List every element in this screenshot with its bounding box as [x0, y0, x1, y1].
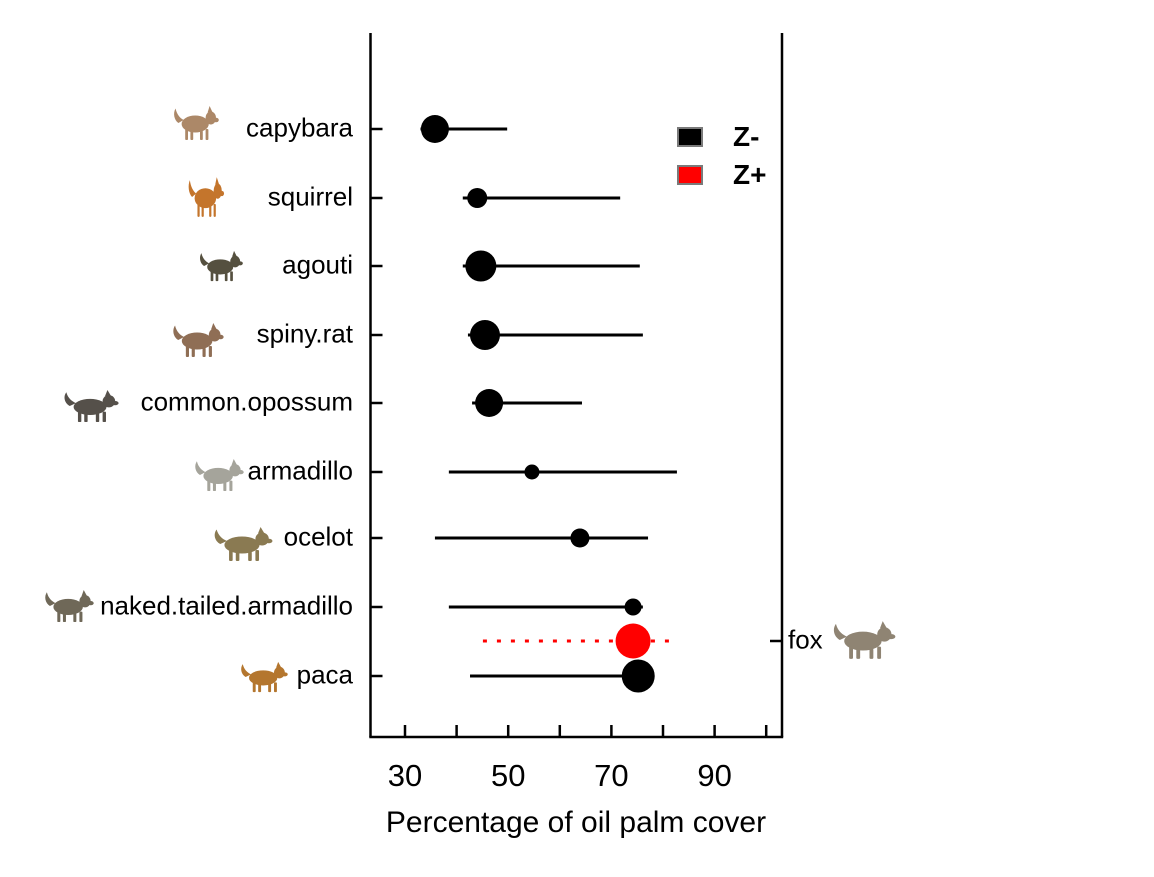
x-tick-label-90: 90 [697, 758, 731, 793]
estimate-dot-capybara [420, 115, 449, 143]
row-label-paca: paca [296, 659, 353, 690]
legend-swatch-z-plus [677, 165, 703, 185]
fox-icon [833, 621, 896, 659]
legend: Z- Z+ [677, 121, 767, 202]
estimate-dot-paca [621, 659, 655, 693]
row-label-armadillo: armadillo [247, 455, 354, 486]
agouti-icon [200, 250, 243, 282]
squirrel-icon [188, 177, 225, 217]
row-label-capybara: capybara [246, 112, 353, 143]
estimate-dot-fox [615, 623, 651, 659]
capybara-icon [174, 106, 219, 140]
x-tick-label-30: 30 [388, 758, 422, 793]
x-tick-label-50: 50 [491, 758, 525, 793]
armadillo-icon [195, 458, 244, 492]
row-label-ocelot: ocelot [283, 521, 353, 552]
common-opossum-icon [64, 389, 119, 423]
estimate-dot-naked-tailed-armadillo [624, 598, 642, 616]
row-label-fox: fox [788, 624, 823, 655]
estimate-dot-squirrel [467, 188, 488, 208]
estimate-dot-common-opossum [475, 389, 504, 417]
x-axis-title: Percentage of oil palm cover [385, 806, 767, 839]
estimate-dot-ocelot [570, 528, 590, 548]
x-tick-label-70: 70 [594, 758, 628, 793]
row-label-agouti: agouti [282, 249, 353, 280]
estimate-dot-agouti [465, 250, 497, 282]
paca-icon [241, 661, 288, 693]
row-label-squirrel: squirrel [267, 181, 353, 212]
naked-tailed-armadillo-icon [45, 589, 94, 623]
estimate-dot-armadillo [524, 464, 540, 480]
legend-label-z-plus: Z+ [733, 159, 767, 190]
ocelot-icon [214, 527, 273, 561]
legend-label-z-minus: Z- [733, 121, 760, 152]
row-label-spiny-rat: spiny.rat [256, 318, 353, 349]
row-label-naked-tailed-armadillo: naked.tailed.armadillo [100, 590, 353, 621]
legend-swatch-z-minus [677, 127, 703, 147]
estimate-dot-spiny-rat [469, 320, 500, 350]
spiny-rat-icon [173, 323, 224, 357]
legend-item-z-plus: Z+ [677, 159, 767, 190]
row-label-common-opossum: common.opossum [140, 386, 353, 417]
legend-item-z-minus: Z- [677, 121, 766, 152]
